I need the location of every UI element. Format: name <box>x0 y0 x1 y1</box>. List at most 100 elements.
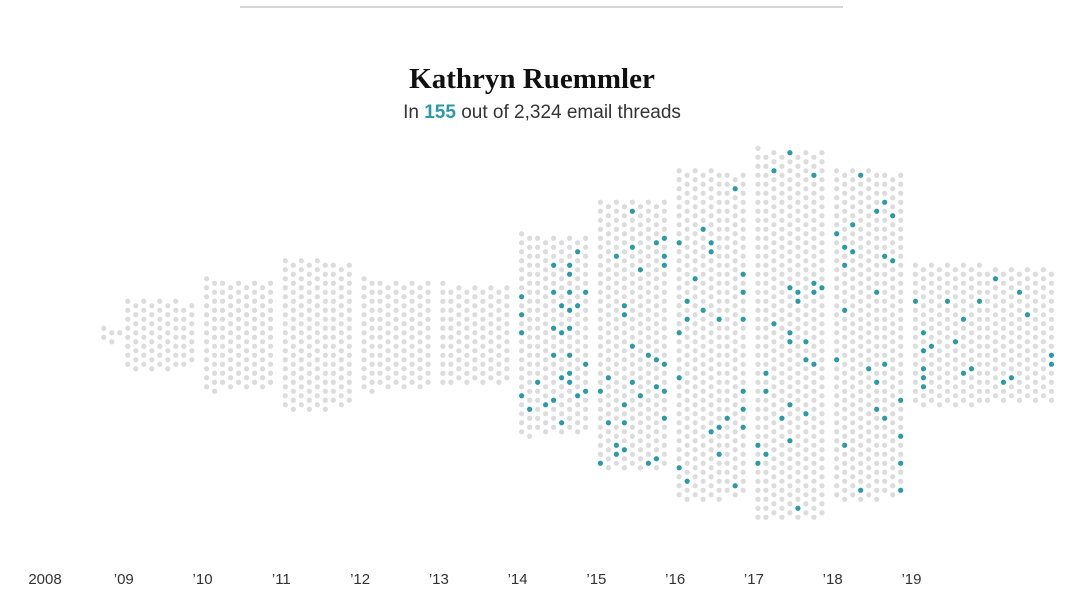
thread-dot <box>322 406 328 412</box>
thread-dot <box>527 298 533 304</box>
thread-dot <box>338 330 344 336</box>
highlighted-dot <box>543 402 549 408</box>
highlighted-dot <box>629 208 635 214</box>
thread-dot <box>456 357 462 363</box>
thread-dot <box>708 312 714 318</box>
thread-dot <box>692 168 698 174</box>
thread-dot <box>692 357 698 363</box>
thread-dot <box>1048 370 1055 376</box>
thread-dot <box>771 159 777 165</box>
thread-dot <box>992 303 999 309</box>
thread-dot <box>1040 357 1047 363</box>
thread-dot <box>149 339 155 345</box>
thread-dot <box>708 222 714 228</box>
thread-dot <box>771 195 777 201</box>
thread-dot <box>803 384 809 390</box>
thread-dot <box>597 361 603 367</box>
thread-dot <box>605 249 611 255</box>
thread-dot <box>1000 334 1007 340</box>
highlighted-dot <box>755 460 761 466</box>
thread-dot <box>724 334 730 340</box>
thread-dot <box>1032 370 1039 376</box>
thread-dot <box>771 348 777 354</box>
highlighted-dot <box>968 366 975 372</box>
thread-dot <box>795 307 801 313</box>
thread-dot <box>952 312 959 318</box>
thread-dot <box>133 348 139 354</box>
thread-dot <box>157 352 163 358</box>
thread-dot <box>684 352 690 358</box>
thread-dot <box>535 388 541 394</box>
highlighted-dot <box>716 424 722 430</box>
thread-dot <box>684 172 690 178</box>
thread-dot <box>361 312 367 318</box>
thread-dot <box>322 334 328 340</box>
thread-dot <box>559 267 565 273</box>
thread-dot <box>850 465 856 471</box>
thread-dot <box>787 429 793 435</box>
thread-dot <box>976 388 983 394</box>
thread-dot <box>1016 388 1023 394</box>
thread-dot <box>928 397 935 403</box>
thread-dot <box>952 357 959 363</box>
thread-dot <box>267 379 274 385</box>
highlighted-dot <box>551 289 557 295</box>
highlighted-dot <box>551 262 557 268</box>
thread-dot <box>842 451 848 457</box>
thread-dot <box>298 339 304 345</box>
thread-dot <box>133 303 139 309</box>
thread-dot <box>779 172 785 178</box>
highlighted-dot <box>684 478 690 484</box>
thread-dot <box>282 339 288 345</box>
thread-dot <box>551 253 557 259</box>
thread-dot <box>700 460 706 466</box>
thread-dot <box>692 474 698 480</box>
thread-dot <box>890 240 896 246</box>
thread-dot <box>369 370 375 376</box>
thread-dot <box>181 343 187 349</box>
thread-dot <box>409 352 415 358</box>
thread-dot <box>1048 307 1055 313</box>
thread-dot <box>700 253 706 259</box>
thread-dot <box>716 262 722 268</box>
thread-dot <box>787 366 793 372</box>
highlighted-dot <box>559 303 565 309</box>
thread-dot <box>676 411 682 417</box>
thread-dot <box>480 370 486 376</box>
thread-dot <box>811 379 817 385</box>
thread-dot <box>559 258 565 264</box>
thread-dot <box>700 370 706 376</box>
thread-dot <box>763 334 769 340</box>
thread-dot <box>944 262 951 268</box>
thread-dot <box>787 357 793 363</box>
thread-dot <box>243 285 250 291</box>
thread-dot <box>984 379 991 385</box>
thread-dot <box>842 253 848 259</box>
thread-dot <box>251 370 258 376</box>
thread-dot <box>282 375 288 381</box>
thread-dot <box>409 343 415 349</box>
thread-dot <box>882 370 888 376</box>
thread-dot <box>1016 271 1023 277</box>
thread-dot <box>496 370 502 376</box>
thread-dot <box>1048 397 1055 403</box>
thread-dot <box>597 370 603 376</box>
thread-dot <box>401 330 407 336</box>
thread-dot <box>448 298 454 304</box>
thread-dot <box>559 249 565 255</box>
thread-dot <box>779 505 785 511</box>
thread-dot <box>882 244 888 250</box>
thread-dot <box>1048 388 1055 394</box>
thread-dot <box>290 271 296 277</box>
thread-dot <box>874 442 880 448</box>
x-tick-label: ’12 <box>350 571 370 588</box>
thread-dot <box>992 357 999 363</box>
thread-dot <box>912 280 919 286</box>
thread-dot <box>898 208 904 214</box>
thread-dot <box>874 433 880 439</box>
thread-dot <box>409 325 415 331</box>
thread-dot <box>795 172 801 178</box>
thread-dot <box>819 492 825 498</box>
thread-dot <box>716 244 722 250</box>
thread-dot <box>251 343 258 349</box>
